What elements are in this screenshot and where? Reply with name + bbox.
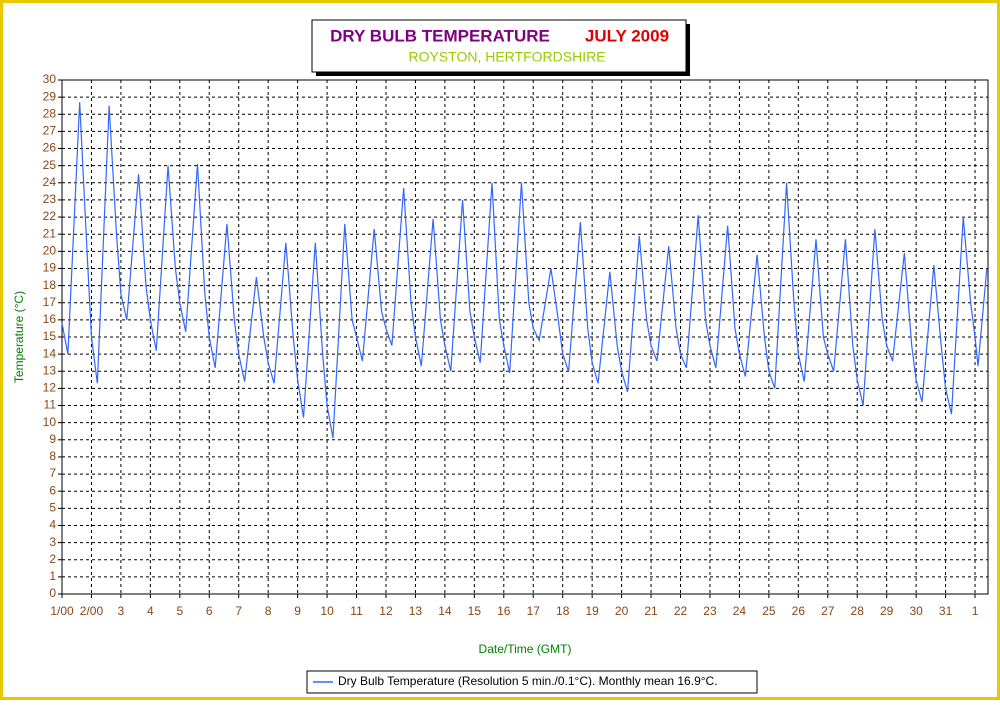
x-tick-label: 27	[821, 604, 835, 618]
x-tick-label: 12	[379, 604, 393, 618]
x-tick-label: 23	[703, 604, 717, 618]
x-tick-label: 11	[350, 604, 363, 618]
y-tick-label: 17	[43, 295, 57, 309]
y-tick-label: 23	[43, 192, 57, 206]
y-tick-label: 30	[43, 72, 57, 86]
y-tick-label: 21	[43, 226, 57, 240]
x-tick-label: 26	[792, 604, 806, 618]
x-tick-label: 7	[235, 604, 242, 618]
x-tick-label: 9	[294, 604, 301, 618]
y-tick-label: 26	[43, 141, 57, 155]
x-tick-label: 4	[147, 604, 154, 618]
temperature-line	[61, 102, 988, 439]
x-tick-label: 31	[939, 604, 953, 618]
x-tick-label: 28	[851, 604, 865, 618]
y-tick-label: 6	[49, 483, 56, 497]
chart-title: DRY BULB TEMPERATURE	[330, 26, 550, 45]
x-tick-label: 1	[972, 604, 979, 618]
x-tick-label: 18	[556, 604, 570, 618]
y-tick-label: 5	[49, 501, 56, 515]
x-tick-label: 16	[497, 604, 511, 618]
y-axis-label: Temperature (°C)	[12, 291, 26, 383]
y-tick-label: 25	[43, 158, 57, 172]
y-tick-label: 2	[49, 552, 56, 566]
y-tick-label: 9	[49, 432, 56, 446]
plot-border	[61, 79, 989, 595]
chart-title-month: JULY 2009	[585, 26, 669, 45]
x-tick-label: 3	[118, 604, 125, 618]
x-tick-label: 22	[674, 604, 688, 618]
legend-label: Dry Bulb Temperature (Resolution 5 min./…	[338, 674, 718, 688]
y-tick-label: 14	[43, 346, 57, 360]
x-tick-label: 15	[468, 604, 482, 618]
x-tick-label: 20	[615, 604, 629, 618]
x-tick-label: 24	[733, 604, 747, 618]
x-axis-label: Date/Time (GMT)	[479, 642, 572, 656]
x-tick-label: 2/00	[80, 604, 104, 618]
y-tick-label: 18	[43, 278, 57, 292]
y-tick-label: 15	[43, 329, 57, 343]
y-tick-label: 1	[49, 569, 56, 583]
y-tick-label: 10	[43, 415, 57, 429]
x-tick-label: 13	[409, 604, 423, 618]
x-tick-label: 10	[320, 604, 334, 618]
legend-box	[306, 670, 758, 694]
y-tick-label: 29	[43, 89, 57, 103]
x-tick-label: 29	[880, 604, 894, 618]
y-tick-label: 13	[43, 363, 57, 377]
y-tick-label: 19	[43, 261, 57, 275]
x-tick-label: 14	[438, 604, 452, 618]
y-tick-label: 12	[43, 381, 57, 395]
y-tick-label: 8	[49, 449, 56, 463]
y-tick-label: 4	[49, 518, 56, 532]
y-tick-label: 11	[44, 398, 57, 412]
y-tick-label: 28	[43, 106, 57, 120]
x-tick-label: 19	[585, 604, 599, 618]
x-tick-label: 21	[644, 604, 658, 618]
y-tick-label: 22	[43, 209, 57, 223]
x-tick-label: 6	[206, 604, 213, 618]
x-tick-label: 8	[265, 604, 272, 618]
x-tick-label: 5	[176, 604, 183, 618]
y-tick-label: 20	[43, 244, 57, 258]
x-tick-label: 17	[527, 604, 541, 618]
y-tick-label: 16	[43, 312, 57, 326]
y-tick-label: 7	[49, 466, 56, 480]
title-box	[311, 19, 687, 73]
x-tick-label: 25	[762, 604, 776, 618]
y-tick-label: 0	[49, 586, 56, 600]
y-tick-label: 24	[43, 175, 57, 189]
chart-subtitle: ROYSTON, HERTFORDSHIRE	[408, 49, 605, 65]
x-tick-label: 30	[909, 604, 923, 618]
y-tick-label: 27	[43, 124, 57, 138]
x-tick-label: 1/00	[50, 604, 74, 618]
y-tick-label: 3	[49, 535, 56, 549]
